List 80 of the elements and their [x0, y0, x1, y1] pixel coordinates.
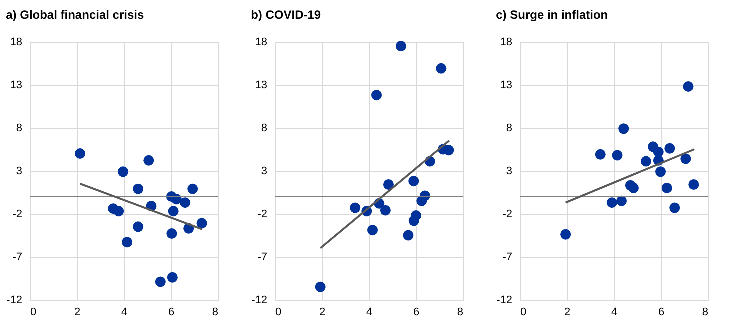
point — [133, 184, 144, 194]
y-tick-label: 18 — [255, 36, 268, 48]
y-tick-label: 3 — [261, 166, 268, 178]
y-tick-label: 8 — [506, 122, 512, 134]
y-tick-label: -12 — [496, 294, 512, 306]
point — [656, 166, 666, 178]
point — [664, 143, 676, 154]
point — [114, 206, 124, 217]
y-tick-label: 13 — [255, 80, 268, 92]
point — [368, 225, 378, 236]
point — [144, 155, 154, 166]
x-tick-label: 4 — [366, 306, 373, 318]
point — [436, 63, 447, 74]
point — [606, 198, 618, 208]
point — [612, 150, 623, 161]
y-tick-label: 8 — [16, 122, 22, 134]
y-tick-label: 18 — [10, 36, 22, 48]
x-tick-label: 6 — [658, 306, 665, 318]
chart-title: a) Global financial crisis — [6, 8, 144, 22]
x-tick-label: 0 — [30, 306, 37, 318]
point — [196, 218, 208, 229]
point — [166, 228, 178, 240]
point — [662, 182, 672, 194]
y-tick-label: 3 — [16, 166, 22, 178]
point — [408, 176, 420, 187]
point — [618, 124, 630, 134]
x-tick-label: 4 — [611, 306, 618, 318]
point — [188, 184, 198, 194]
x-tick-label: 0 — [520, 306, 527, 318]
y-tick-label: 8 — [261, 122, 268, 134]
point — [653, 146, 664, 158]
x-tick-label: 8 — [212, 306, 218, 318]
point — [670, 202, 680, 214]
point — [688, 180, 700, 190]
y-tick-label: 18 — [500, 36, 512, 48]
x-tick-label: 8 — [702, 306, 708, 318]
x-tick-label: 2 — [319, 306, 326, 318]
x-tick-label: 2 — [564, 306, 571, 318]
point — [118, 166, 129, 178]
point — [680, 154, 692, 164]
point — [683, 81, 694, 92]
x-tick-label: 8 — [457, 306, 464, 318]
y-tick-label: -7 — [258, 252, 268, 264]
x-tick-label: 6 — [168, 306, 175, 318]
point — [380, 205, 391, 216]
x-tick-label: 0 — [276, 306, 282, 318]
point — [595, 149, 606, 160]
point — [122, 237, 133, 248]
point — [180, 198, 191, 208]
x-tick-label: 2 — [74, 306, 81, 318]
point — [628, 182, 639, 194]
y-tick-label: -2 — [502, 208, 512, 220]
y-tick-label: -12 — [6, 294, 22, 306]
y-tick-label: -7 — [502, 252, 512, 264]
point — [350, 202, 361, 214]
y-tick-label: -7 — [12, 252, 22, 264]
point — [75, 148, 86, 160]
point — [396, 41, 406, 52]
point — [168, 206, 179, 217]
x-tick-label: 4 — [121, 306, 128, 318]
y-tick-label: 3 — [506, 166, 512, 178]
point — [167, 272, 178, 283]
point — [315, 282, 326, 292]
y-tick-label: -2 — [258, 208, 268, 220]
y-tick-label: 13 — [10, 80, 22, 92]
point — [372, 90, 382, 101]
y-tick-label: -2 — [12, 208, 22, 220]
point — [408, 216, 420, 226]
point — [383, 180, 394, 190]
point — [155, 276, 166, 288]
point — [444, 145, 454, 156]
point — [403, 230, 414, 241]
point — [560, 229, 572, 240]
chart-title: b) COVID-19 — [251, 8, 322, 22]
point — [640, 156, 652, 167]
y-tick-label: 13 — [500, 80, 512, 92]
x-tick-label: 6 — [413, 306, 420, 318]
y-tick-label: -12 — [252, 294, 268, 306]
chart-title: c) Surge in inflation — [496, 8, 608, 22]
point — [133, 222, 144, 232]
